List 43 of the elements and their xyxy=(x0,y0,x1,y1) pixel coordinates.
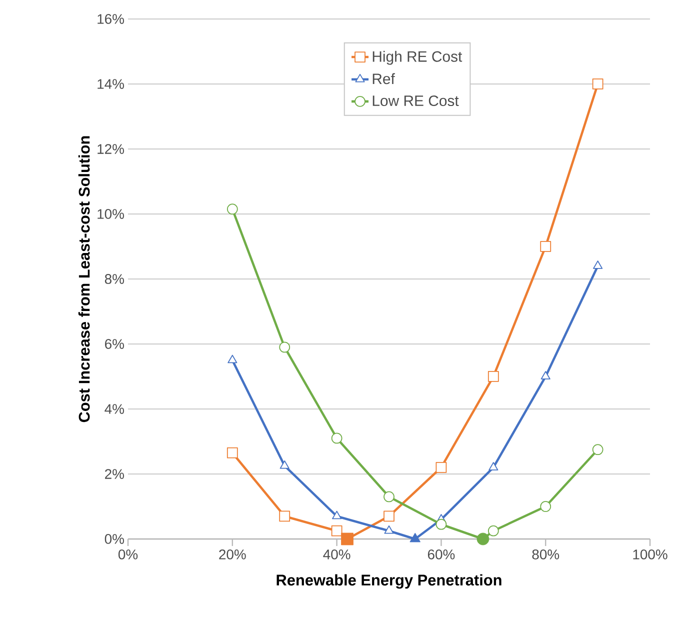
point xyxy=(331,432,342,444)
point xyxy=(592,444,604,456)
legend-label: Low RE Cost xyxy=(372,95,459,106)
x-tick-label: 60% xyxy=(428,549,455,560)
x-tick-label: 80% xyxy=(532,549,560,560)
x-tick-label: 0% xyxy=(118,549,138,560)
point xyxy=(332,510,342,520)
point xyxy=(226,447,238,458)
legend-label: High RE Cost xyxy=(372,50,462,65)
point xyxy=(384,510,394,522)
point xyxy=(592,78,604,90)
point xyxy=(488,525,499,536)
point xyxy=(331,525,342,536)
point xyxy=(384,491,394,502)
y-tick-label: 16% xyxy=(98,14,124,24)
point xyxy=(436,462,447,473)
point xyxy=(540,371,550,380)
y-tick-label: 2% xyxy=(105,469,124,479)
x-tick-label: 20% xyxy=(219,549,246,560)
legend-label: Ref xyxy=(372,73,395,84)
x-tick-label: 100% xyxy=(633,549,668,560)
point xyxy=(488,462,498,470)
y-tick-label: 12% xyxy=(98,144,124,154)
point xyxy=(540,241,552,252)
y-tick-label: 6% xyxy=(105,339,124,349)
y-tick-label: 8% xyxy=(104,274,124,284)
y-tick-label: 0% xyxy=(104,534,124,544)
y-tick-label: 4% xyxy=(104,404,124,414)
point xyxy=(384,525,394,534)
y-axis-title: Cost Increase from Least-cost Solution xyxy=(78,136,90,422)
point xyxy=(540,501,552,512)
x-tick-label: 40% xyxy=(323,549,350,560)
point xyxy=(279,342,290,353)
x-axis-title: Renewable Energy Penetration xyxy=(276,574,502,589)
point xyxy=(228,354,238,364)
point xyxy=(279,510,290,522)
point xyxy=(226,204,238,215)
point xyxy=(436,518,447,530)
point xyxy=(280,460,290,469)
point xyxy=(488,371,499,382)
point xyxy=(593,260,603,269)
y-tick-label: 14% xyxy=(98,79,124,89)
y-tick-label: 10% xyxy=(98,209,124,219)
